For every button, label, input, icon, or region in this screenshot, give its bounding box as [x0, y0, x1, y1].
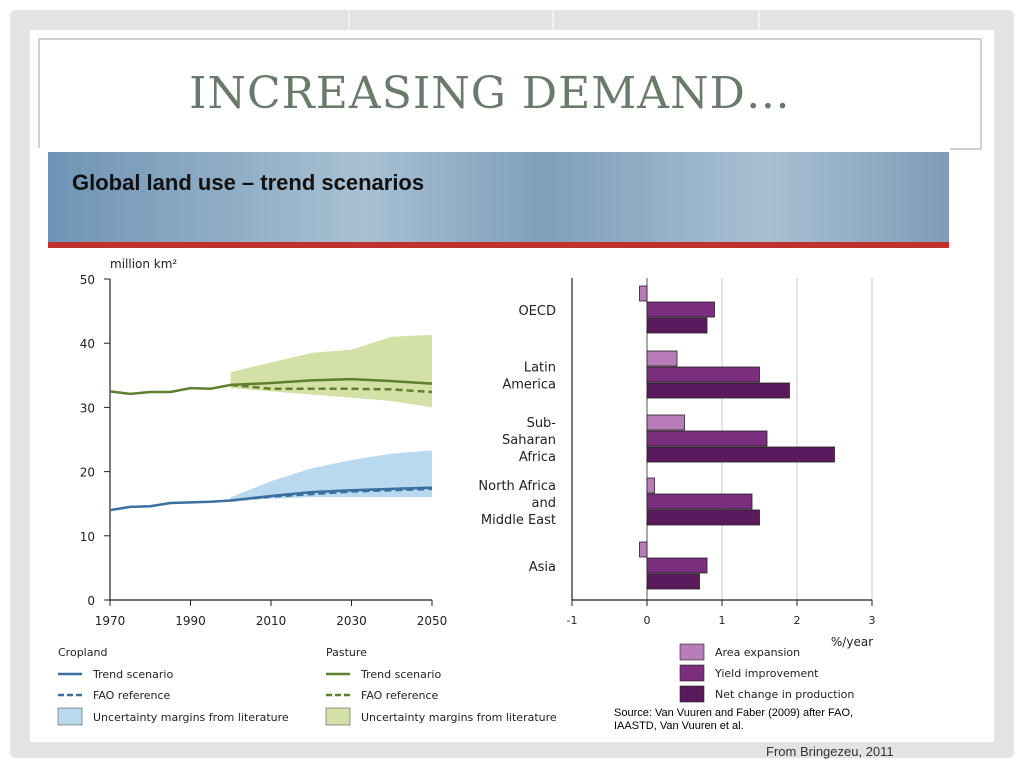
bar-area-expansion: [639, 541, 648, 558]
source-line-2: IAASTD, Van Vuuren et al.: [614, 720, 744, 732]
x-tick-label: 1970: [95, 614, 126, 628]
x-tick-label: 1: [719, 614, 726, 627]
grid-line: [758, 10, 760, 30]
legend-label: Uncertainty margins from literature: [93, 711, 289, 724]
bar-yield-improvement: [646, 366, 760, 383]
y-tick-label: 30: [80, 401, 95, 415]
y-tick-label: 10: [80, 530, 95, 544]
bar-area-expansion: [646, 414, 685, 431]
slide-title: INCREASING DEMAND…: [189, 68, 791, 119]
x-tick-label: 1990: [175, 614, 206, 628]
legend-label: Trend scenario: [92, 668, 173, 681]
y-tick-label: 0: [87, 594, 95, 608]
figure-title: Global land use – trend scenarios: [72, 170, 425, 195]
y-tick-label: 50: [80, 273, 95, 287]
x-tick-label: -1: [567, 614, 578, 627]
grid-line: [552, 10, 554, 30]
source-line-1: Source: Van Vuuren and Faber (2009) afte…: [614, 707, 854, 719]
bar-net-change-in-production: [646, 317, 708, 334]
series-line: [109, 486, 433, 512]
legend-group-title: Cropland: [58, 646, 107, 659]
bar-area-expansion: [639, 285, 648, 302]
bar-yield-improvement: [646, 493, 753, 510]
series-line: [230, 383, 433, 394]
series-line: [230, 487, 433, 502]
x-tick-label: 2030: [336, 614, 367, 628]
bar-area-expansion: [646, 350, 678, 367]
bar-yield-improvement: [646, 557, 708, 574]
category-label: Middle East: [481, 513, 556, 528]
x-tick-label: 3: [869, 614, 876, 627]
category-label: North Africa: [478, 479, 556, 494]
grid-line: [348, 10, 350, 30]
x-tick-label: 2010: [256, 614, 287, 628]
bar-net-change-in-production: [646, 382, 790, 399]
category-label: Saharan: [502, 433, 556, 448]
legend-label: Uncertainty margins from literature: [361, 711, 557, 724]
category-label: Africa: [519, 450, 556, 465]
figure-banner: [48, 152, 949, 242]
x-tick-label: 2050: [417, 614, 448, 628]
bar-yield-improvement: [646, 301, 715, 318]
y-axis-label: million km²: [110, 257, 177, 271]
banner-accent-stripe: [48, 242, 949, 248]
y-tick-label: 20: [80, 466, 95, 480]
category-label: Latin: [524, 361, 556, 376]
bar-area-expansion: [646, 477, 655, 494]
category-label: Sub-: [527, 416, 557, 431]
source-note: Source: Van Vuuren and Faber (2009) afte…: [614, 707, 914, 733]
category-label: America: [502, 378, 556, 393]
legend-group-title: Pasture: [326, 646, 367, 659]
legend-label: FAO reference: [93, 689, 171, 702]
legend-label: Net change in production: [715, 688, 854, 701]
x-axis-label: %/year: [831, 635, 873, 649]
category-label: OECD: [518, 304, 556, 319]
bar-yield-improvement: [646, 430, 768, 447]
bar-net-change-in-production: [646, 509, 760, 526]
legend-swatch: [679, 685, 705, 703]
bar-net-change-in-production: [646, 573, 700, 590]
series-line: [109, 377, 433, 396]
legend-label: Trend scenario: [360, 668, 441, 681]
y-tick-label: 40: [80, 337, 95, 351]
uncertainty-band: [230, 334, 432, 408]
bar-net-change-in-production: [646, 446, 835, 463]
legend-label: FAO reference: [361, 689, 439, 702]
category-label: Asia: [529, 560, 556, 575]
legend-swatch: [679, 643, 705, 661]
x-tick-label: 0: [644, 614, 651, 627]
legend-swatch: [679, 664, 705, 682]
legend-label: Yield improvement: [714, 667, 819, 680]
slide-credit: From Bringezeu, 2011: [766, 744, 894, 759]
category-label: and: [532, 496, 556, 511]
legend-swatch-band: [325, 707, 351, 726]
x-tick-label: 2: [794, 614, 801, 627]
legend-label: Area expansion: [715, 646, 800, 659]
legend-swatch-band: [57, 707, 83, 726]
title-box: [40, 40, 980, 148]
